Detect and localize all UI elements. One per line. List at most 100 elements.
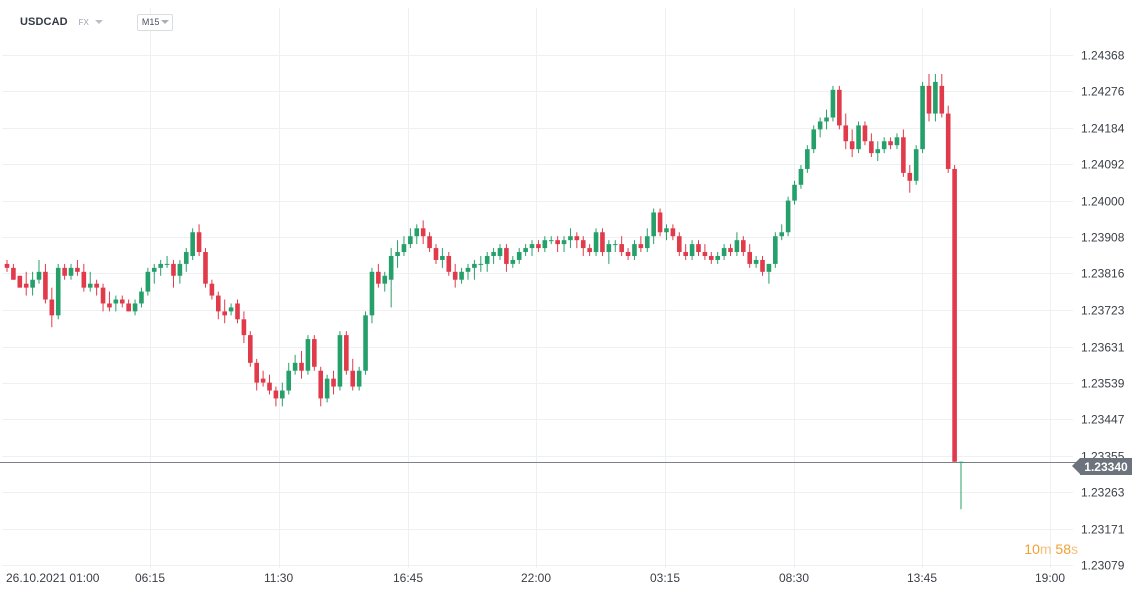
candle-body: [344, 335, 349, 371]
y-axis: 1.24368 1.24276 1.24184 1.24092 1.24000 1.239…: [1081, 49, 1125, 573]
candle-body: [324, 378, 330, 399]
candle: [805, 145, 810, 173]
candle: [792, 180, 797, 205]
candle: [600, 228, 605, 256]
candle: [100, 283, 106, 312]
chevron-down-icon[interactable]: [94, 20, 103, 24]
candle-body: [773, 236, 778, 264]
candle: [215, 291, 221, 320]
candle-body: [472, 263, 477, 268]
candle-body: [312, 339, 317, 367]
candle: [337, 331, 343, 391]
candle: [830, 85, 836, 122]
candle: [472, 259, 477, 280]
candle-body: [664, 228, 669, 233]
candle-body: [215, 295, 221, 312]
candle: [228, 303, 234, 316]
candle: [721, 244, 727, 260]
candle: [4, 259, 10, 272]
candle: [17, 275, 23, 288]
candle: [773, 232, 778, 268]
x-tick-label: 13:45: [907, 571, 937, 585]
candle-body: [382, 275, 388, 284]
candle-body: [30, 279, 35, 288]
candle-body: [62, 267, 67, 276]
candle-body: [625, 252, 631, 256]
candle-body: [817, 121, 823, 130]
candle-body: [747, 252, 753, 264]
candle-body: [881, 141, 887, 150]
candle: [440, 248, 445, 268]
y-tick-label: 1.23447: [1081, 413, 1125, 427]
candle: [376, 263, 381, 288]
candle: [55, 263, 61, 320]
current-price-tag: 1.23340: [1072, 458, 1132, 475]
candle-body: [87, 283, 93, 288]
candle: [638, 236, 644, 253]
candle: [286, 362, 292, 395]
candle-body: [401, 244, 407, 253]
candle-body: [497, 248, 503, 256]
candle-body: [792, 184, 797, 201]
candle-body: [139, 291, 144, 304]
candle-body: [741, 240, 746, 253]
candle-body: [286, 370, 292, 391]
candle-body: [350, 370, 356, 387]
candle-body: [779, 232, 785, 237]
candle: [414, 224, 420, 245]
candle-body: [171, 263, 176, 276]
y-tick-label: 1.24000: [1081, 195, 1125, 209]
candle: [849, 129, 855, 158]
candle-body: [580, 240, 586, 249]
candle: [446, 252, 452, 276]
candle-body: [151, 267, 157, 272]
candle: [612, 240, 618, 253]
candle: [568, 228, 573, 249]
candle-body: [619, 244, 624, 253]
candle-body: [702, 252, 708, 256]
candle: [734, 232, 740, 256]
candle: [651, 208, 656, 245]
candle: [350, 358, 356, 391]
candle: [702, 244, 708, 260]
candle: [247, 331, 253, 367]
symbol-label[interactable]: USDCAD: [20, 16, 68, 28]
candle-body: [632, 244, 637, 256]
candle: [504, 244, 509, 272]
candle: [331, 370, 336, 395]
candle: [811, 125, 817, 154]
candle-body: [798, 168, 804, 185]
candle: [644, 228, 650, 253]
candle: [171, 259, 176, 288]
candle: [587, 244, 592, 256]
candle: [280, 382, 285, 407]
candle: [126, 299, 131, 312]
y-tick-label: 1.23908: [1081, 231, 1125, 245]
candle: [728, 244, 733, 256]
candle-body: [260, 378, 266, 383]
candle: [43, 263, 48, 304]
candle-body: [952, 168, 957, 462]
candle-body: [708, 255, 714, 260]
candle: [824, 109, 829, 130]
timeframe-dropdown[interactable]: M15: [136, 13, 174, 31]
candle: [30, 271, 35, 296]
candle-countdown: 10m 58s: [1024, 541, 1078, 557]
candle: [753, 255, 759, 268]
candle: [382, 271, 388, 292]
candle: [747, 244, 753, 268]
candle: [945, 105, 951, 173]
chevron-down-icon: [161, 20, 170, 24]
candle: [888, 137, 893, 150]
candle: [433, 244, 439, 264]
candle-body: [548, 240, 554, 242]
countdown-min-unit: m: [1039, 541, 1052, 557]
candle: [363, 311, 368, 375]
candle-body: [363, 315, 368, 371]
candle: [145, 267, 151, 296]
countdown-sec-unit: s: [1071, 541, 1078, 557]
candle-body: [177, 263, 183, 276]
candle: [779, 224, 785, 241]
candle: [497, 244, 503, 260]
